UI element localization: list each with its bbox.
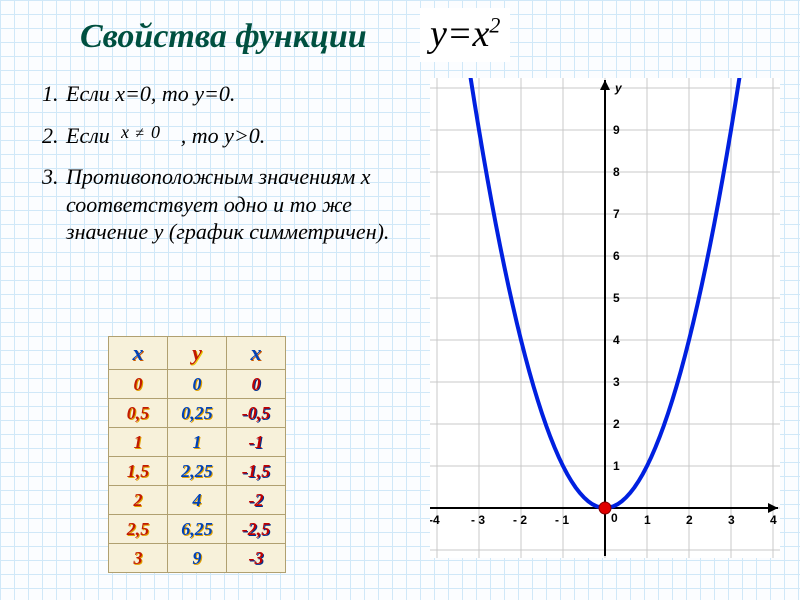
svg-text:4: 4 [770, 513, 777, 527]
svg-text:5: 5 [613, 291, 620, 305]
svg-text:2: 2 [613, 417, 620, 431]
property-2: 2. Если x ≠ 0 , то у>0. [42, 122, 402, 150]
table-header: y [168, 337, 227, 370]
svg-text:4: 4 [613, 333, 620, 347]
svg-text:1: 1 [613, 459, 620, 473]
table-row: 1,52,25-1,5 [109, 457, 286, 486]
table-header: x [227, 337, 286, 370]
svg-text:9: 9 [613, 123, 620, 137]
svg-text:7: 7 [613, 207, 620, 221]
table-cell: 6,25 [168, 515, 227, 544]
table-cell: 4 [168, 486, 227, 515]
table-cell: -3 [227, 544, 286, 573]
table-cell: -0,5 [227, 399, 286, 428]
table-cell: -1,5 [227, 457, 286, 486]
table-row: 2,56,25-2,5 [109, 515, 286, 544]
not-equal-icon: x ≠ 0 [115, 122, 175, 150]
property-text: Если x ≠ 0 , то у>0. [66, 122, 265, 150]
table-cell: -2,5 [227, 515, 286, 544]
table-row: 39-3 [109, 544, 286, 573]
table-row: 11-1 [109, 428, 286, 457]
table-cell: 0 [109, 370, 168, 399]
property-1: 1. Если х=0, то у=0. [42, 80, 402, 108]
formula-exp: 2 [489, 12, 500, 37]
svg-text:3: 3 [728, 513, 735, 527]
svg-text:0: 0 [151, 123, 160, 142]
table-cell: 2,25 [168, 457, 227, 486]
property-num: 2. [42, 122, 66, 150]
table-row: 000 [109, 370, 286, 399]
table-cell: 2,5 [109, 515, 168, 544]
svg-text:2: 2 [686, 513, 693, 527]
table-cell: 2 [109, 486, 168, 515]
table-cell: -2 [227, 486, 286, 515]
properties-list: 1. Если х=0, то у=0. 2. Если x ≠ 0 , то … [42, 80, 402, 260]
svg-text:≠: ≠ [135, 125, 144, 142]
svg-text:- 3: - 3 [471, 513, 485, 527]
svg-text:x: x [121, 123, 129, 142]
table-cell: 1 [109, 428, 168, 457]
svg-text:- 1: - 1 [555, 513, 569, 527]
svg-text:3: 3 [613, 375, 620, 389]
property-text: Если х=0, то у=0. [66, 80, 235, 108]
svg-text:6: 6 [613, 249, 620, 263]
formula-box: y=x2 [420, 8, 510, 62]
table-row: 0,50,25-0,5 [109, 399, 286, 428]
table-cell: 0 [227, 370, 286, 399]
table-cell: 1 [168, 428, 227, 457]
table-cell: 3 [109, 544, 168, 573]
table-cell: 1,5 [109, 457, 168, 486]
table-header: x [109, 337, 168, 370]
svg-text:1: 1 [644, 513, 651, 527]
formula-var: x [473, 13, 490, 55]
table-cell: 0 [168, 370, 227, 399]
property-text: Противоположным значениям х соответствуе… [66, 163, 402, 246]
svg-text:y: y [614, 81, 623, 95]
svg-text:-4: -4 [430, 513, 440, 527]
formula-lhs: y= [430, 13, 473, 55]
property-3: 3. Противоположным значениям х соответст… [42, 163, 402, 246]
table-cell: -1 [227, 428, 286, 457]
property-num: 3. [42, 163, 66, 246]
table-row: 24-2 [109, 486, 286, 515]
table-cell: 9 [168, 544, 227, 573]
page-title: Свойства функции [80, 18, 367, 56]
parabola-chart: -4 - 3 - 2 - 1 1 2 3 4 1 2 3 4 5 6 7 8 9 0 y [430, 78, 780, 558]
svg-text:- 2: - 2 [513, 513, 527, 527]
property-2-pre: Если [66, 123, 115, 148]
property-2-post: , то у>0. [181, 123, 266, 148]
values-table: xyx0000,50,25-0,511-11,52,25-1,524-22,56… [108, 336, 286, 573]
table-cell: 0,25 [168, 399, 227, 428]
svg-text:0: 0 [611, 511, 618, 525]
svg-text:8: 8 [613, 165, 620, 179]
property-num: 1. [42, 80, 66, 108]
table-cell: 0,5 [109, 399, 168, 428]
